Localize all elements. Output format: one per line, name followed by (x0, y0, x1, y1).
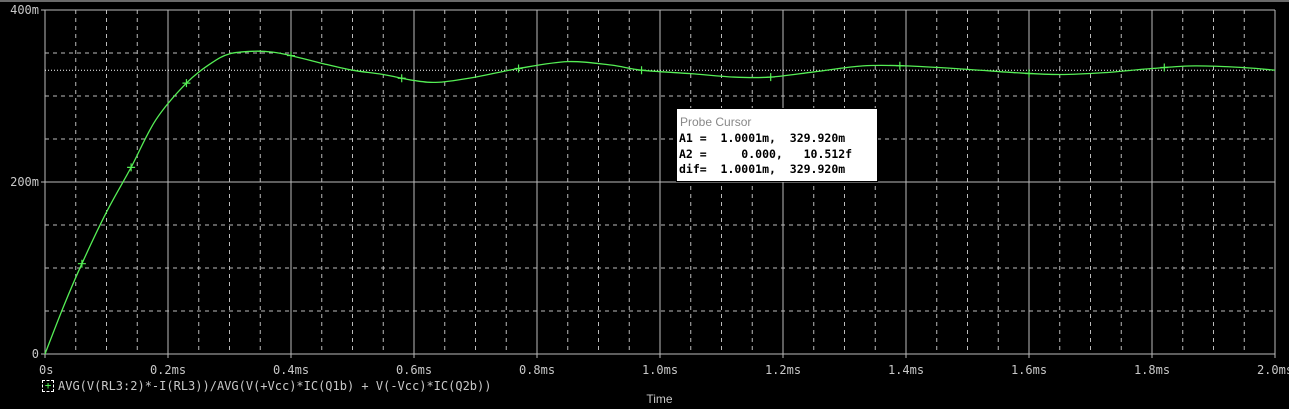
y-tick-label: 400m (10, 3, 39, 17)
x-tick-label: 0.6ms (396, 363, 432, 377)
x-tick-label: 0.4ms (273, 363, 309, 377)
series-marker (182, 79, 191, 88)
series-marker (397, 74, 406, 83)
legend-series-label[interactable]: AVG(V(RL3:2)*-I(RL3))/AVG(V(+Vcc)*IC(Q1b… (58, 379, 492, 393)
series-marker (637, 66, 646, 75)
series-marker (1160, 63, 1169, 72)
x-tick-label: 1.6ms (1011, 363, 1047, 377)
x-tick-label: 1.0ms (642, 363, 678, 377)
x-tick-label: 1.4ms (888, 363, 924, 377)
probe-row-a1: A1 = 1.0001m, 329.920m (679, 131, 846, 145)
series-line (44, 50, 1276, 355)
probe-row-dif: dif= 1.0001m, 329.920m (679, 162, 846, 176)
window-top-border (0, 0, 1289, 2)
y-tick-label: 200m (10, 175, 39, 189)
series-marker (287, 51, 295, 60)
x-tick-label: 0s (39, 363, 53, 377)
series-marker (127, 163, 136, 172)
legend[interactable]: + AVG(V(RL3:2)*-I(RL3))/AVG(V(+Vcc)*IC(Q… (42, 378, 491, 394)
x-tick-label: 0.8ms (519, 363, 555, 377)
x-tick-label: 0.2ms (150, 363, 186, 377)
series-marker (766, 73, 775, 82)
series-marker (895, 61, 904, 70)
legend-marker-icon[interactable]: + (42, 380, 54, 392)
series-marker (77, 259, 86, 268)
y-tick-label: 0 (32, 347, 39, 361)
probe-row-a2: A2 = 0.000, 10.512f (679, 146, 853, 161)
series-marker (514, 64, 523, 73)
x-tick-label: 1.2ms (765, 363, 801, 377)
x-tick-label: 2.0ms (1257, 363, 1289, 377)
series-marker (1025, 69, 1033, 78)
probe-cursor-title: Probe Cursor (680, 115, 752, 129)
x-axis-label: Time (646, 392, 673, 406)
x-tick-label: 1.8ms (1134, 363, 1170, 377)
probe-cursor-panel: Probe Cursor A1 = 1.0001m, 329.920m A2 =… (676, 108, 878, 182)
